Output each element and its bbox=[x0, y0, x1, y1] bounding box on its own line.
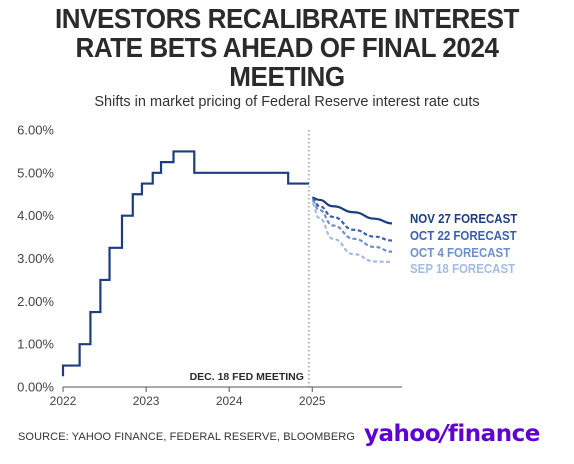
series-labels: NOV 27 FORECAST OCT 22 FORECAST OCT 4 FORE… bbox=[410, 212, 518, 277]
series-label: OCT 4 FORECAST bbox=[410, 246, 511, 261]
chart-subtitle: Shifts in market pricing of Federal Rese… bbox=[94, 94, 480, 110]
series-line-2 bbox=[311, 197, 393, 242]
y-tick-label: 5.00% bbox=[17, 165, 54, 180]
y-tick-label: 3.00% bbox=[17, 251, 54, 266]
series-line-0 bbox=[61, 150, 309, 377]
yahoo-finance-logo: yahoo/finance bbox=[364, 421, 540, 447]
series-line-1 bbox=[312, 196, 393, 225]
brand-slash: / bbox=[440, 421, 448, 447]
x-tick-label: 2022 bbox=[50, 394, 77, 408]
y-tick-label: 4.00% bbox=[17, 208, 54, 223]
series-label: OCT 22 FORECAST bbox=[410, 229, 517, 244]
source-note: SOURCE: YAHOO FINANCE, FEDERAL RESERVE, … bbox=[18, 431, 356, 443]
series-line-4 bbox=[311, 202, 393, 264]
series-line-3 bbox=[311, 199, 393, 253]
y-tick-label: 0.00% bbox=[17, 380, 54, 395]
series-label: SEP 18 FORECAST bbox=[410, 262, 516, 277]
fed-meeting-label: DEC. 18 FED MEETING bbox=[190, 371, 304, 383]
y-tick-label: 6.00% bbox=[17, 123, 54, 138]
series-layer bbox=[61, 150, 393, 377]
chart-title: INVESTORS RECALIBRATE INTEREST RATE BETS… bbox=[55, 3, 519, 92]
y-tick-label: 2.00% bbox=[17, 294, 54, 309]
x-tick-label: 2023 bbox=[133, 394, 160, 408]
series-label: NOV 27 FORECAST bbox=[410, 212, 518, 227]
brand-yahoo: yahoo bbox=[364, 421, 441, 447]
brand-finance: finance bbox=[447, 421, 540, 447]
line-chart: 0.00% 1.00% 2.00% 3.00% 4.00% 5.00% 6.00% 2022 2… bbox=[17, 123, 518, 409]
chart-axes: 0.00% 1.00% 2.00% 3.00% 4.00% 5.00% 6.00% 2022 2… bbox=[17, 123, 402, 408]
y-tick-label: 1.00% bbox=[17, 337, 54, 352]
x-tick-label: 2025 bbox=[299, 394, 326, 408]
x-tick-label: 2024 bbox=[216, 394, 243, 408]
